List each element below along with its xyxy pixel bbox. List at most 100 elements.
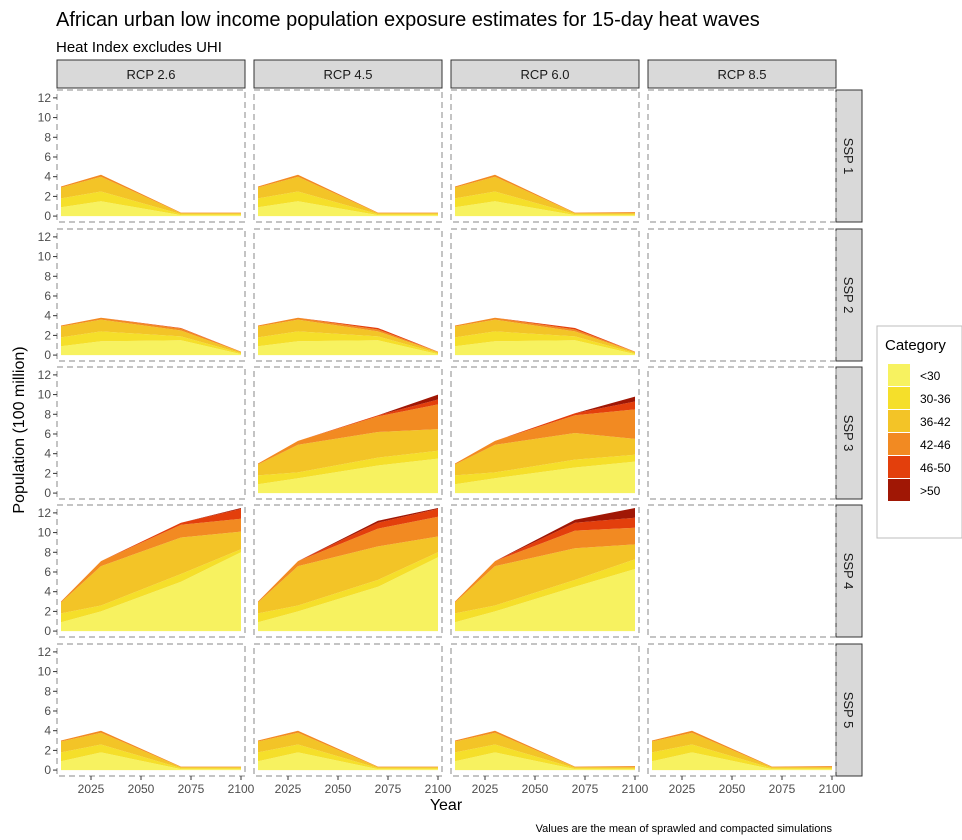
- area-36-42: [258, 176, 438, 215]
- x-tick-label: 2075: [375, 782, 402, 796]
- area-46-50: [455, 401, 635, 464]
- legend-swatch: [888, 479, 910, 501]
- panel-ssp-2-rcp-8-5: [647, 228, 837, 362]
- area-36-42: [61, 319, 241, 354]
- panel-border: [647, 504, 837, 638]
- legend-title: Category: [885, 337, 946, 354]
- area-42-46: [61, 317, 241, 353]
- area-lt30: [455, 569, 635, 632]
- y-tick-label: 8: [44, 684, 51, 698]
- area-36-42: [61, 531, 241, 614]
- x-tick-label: 2075: [178, 782, 205, 796]
- panel-border: [450, 366, 640, 500]
- area-46-50: [258, 399, 438, 464]
- area-lt30: [258, 557, 438, 632]
- area-gt50: [258, 394, 438, 464]
- area-36-42: [258, 319, 438, 354]
- y-tick-label: 8: [44, 407, 51, 421]
- panel-ssp-5-rcp-2-6: 0 2 4 6 8 10 12 2025 2050 2075 2100: [38, 643, 255, 796]
- area-30-36: [652, 744, 832, 770]
- area-42-46: [455, 409, 635, 465]
- y-tick-label: 0: [44, 348, 51, 362]
- panel-border: [56, 89, 246, 223]
- panel-ssp-4-rcp-2-6: 0 2 4 6 8 10 12: [38, 504, 246, 638]
- x-tick-label: 2100: [425, 782, 452, 796]
- area-46-50: [258, 317, 438, 352]
- legend-label: 42-46: [920, 438, 951, 452]
- area-30-36: [258, 552, 438, 623]
- area-36-42: [455, 544, 635, 614]
- area-42-46: [258, 516, 438, 603]
- panel-border: [253, 366, 443, 500]
- x-tick-label: 2100: [228, 782, 255, 796]
- y-tick-label: 12: [38, 368, 52, 382]
- y-tick-label: 2: [44, 604, 51, 618]
- x-tick-label: 2050: [128, 782, 155, 796]
- panel-ssp-1-rcp-2-6: 0 2 4 6 8 10 12: [38, 89, 246, 223]
- facet-grid: RCP 2.6 RCP 4.5 RCP 6.0 RCP 8.5 SSP 1 SSP 2 SS…: [38, 59, 863, 796]
- area-30-36: [258, 191, 438, 216]
- x-tick-label: 2075: [769, 782, 796, 796]
- legend-label: <30: [920, 369, 941, 383]
- area-gt50: [455, 508, 635, 602]
- row-strip-label: SSP 4: [841, 553, 856, 590]
- row-strip-label: SSP 1: [841, 138, 856, 175]
- area-lt30: [652, 752, 832, 771]
- panel-border: [647, 89, 837, 223]
- legend-swatch: [888, 364, 910, 386]
- x-tick-label: 2075: [572, 782, 599, 796]
- area-30-36: [61, 744, 241, 770]
- area-30-36: [258, 744, 438, 770]
- panel-border: [450, 504, 640, 638]
- column-strip-rcp-2-6: [56, 59, 246, 89]
- area-42-46: [455, 527, 635, 603]
- area-30-36: [455, 454, 635, 485]
- legend-label: 30-36: [920, 392, 951, 406]
- x-tick-label: 2100: [622, 782, 649, 796]
- x-tick-label: 2025: [275, 782, 302, 796]
- area-lt30: [258, 340, 438, 356]
- x-tick-label: 2025: [472, 782, 499, 796]
- area-36-42: [258, 536, 438, 614]
- row-strip-label: SSP 5: [841, 692, 856, 729]
- area-30-36: [61, 549, 241, 623]
- y-tick-label: 12: [38, 645, 52, 659]
- panel-ssp-2-rcp-4-5: [253, 228, 443, 362]
- panel-border: [253, 504, 443, 638]
- column-strip-rcp-8-5: [647, 59, 837, 89]
- panel-border: [647, 643, 837, 777]
- column-strip-rcp-6-0: [450, 59, 640, 89]
- chart-subtitle: Heat Index excludes UHI: [56, 39, 222, 56]
- row-strip-ssp-1: [835, 89, 863, 223]
- area-46-50: [258, 508, 438, 602]
- area-30-36: [61, 331, 241, 355]
- panel-ssp-5-rcp-4-5: 2025 2050 2075 2100: [253, 643, 452, 796]
- column-strip-label: RCP 8.5: [718, 67, 767, 82]
- panel-border: [253, 228, 443, 362]
- y-tick-label: 2: [44, 328, 51, 342]
- area-36-42: [258, 732, 438, 769]
- area-30-36: [455, 191, 635, 216]
- area-36-42: [455, 176, 635, 215]
- y-tick-label: 6: [44, 289, 51, 303]
- y-tick-label: 12: [38, 91, 52, 105]
- row-strip-label: SSP 2: [841, 277, 856, 314]
- area-30-36: [455, 744, 635, 770]
- y-tick-label: 6: [44, 150, 51, 164]
- panel-ssp-2-rcp-2-6: 0 2 4 6 8 10 12: [38, 228, 246, 362]
- y-tick-label: 2: [44, 466, 51, 480]
- column-strip-label: RCP 4.5: [324, 67, 373, 82]
- legend: Category <30 30-36 36-42 42-46 46-50 >50: [876, 325, 962, 539]
- panel-ssp-3-rcp-6-0: [450, 366, 640, 500]
- x-tick-label: 2025: [78, 782, 105, 796]
- y-tick-label: 10: [38, 111, 52, 125]
- legend-label: 36-42: [920, 415, 951, 429]
- panel-ssp-3-rcp-4-5: [253, 366, 443, 500]
- y-tick-label: 4: [44, 170, 51, 184]
- panel-border: [56, 504, 246, 638]
- area-30-36: [258, 331, 438, 355]
- area-lt30: [455, 340, 635, 356]
- area-46-50: [455, 517, 635, 602]
- y-tick-label: 12: [38, 230, 52, 244]
- y-tick-label: 2: [44, 189, 51, 203]
